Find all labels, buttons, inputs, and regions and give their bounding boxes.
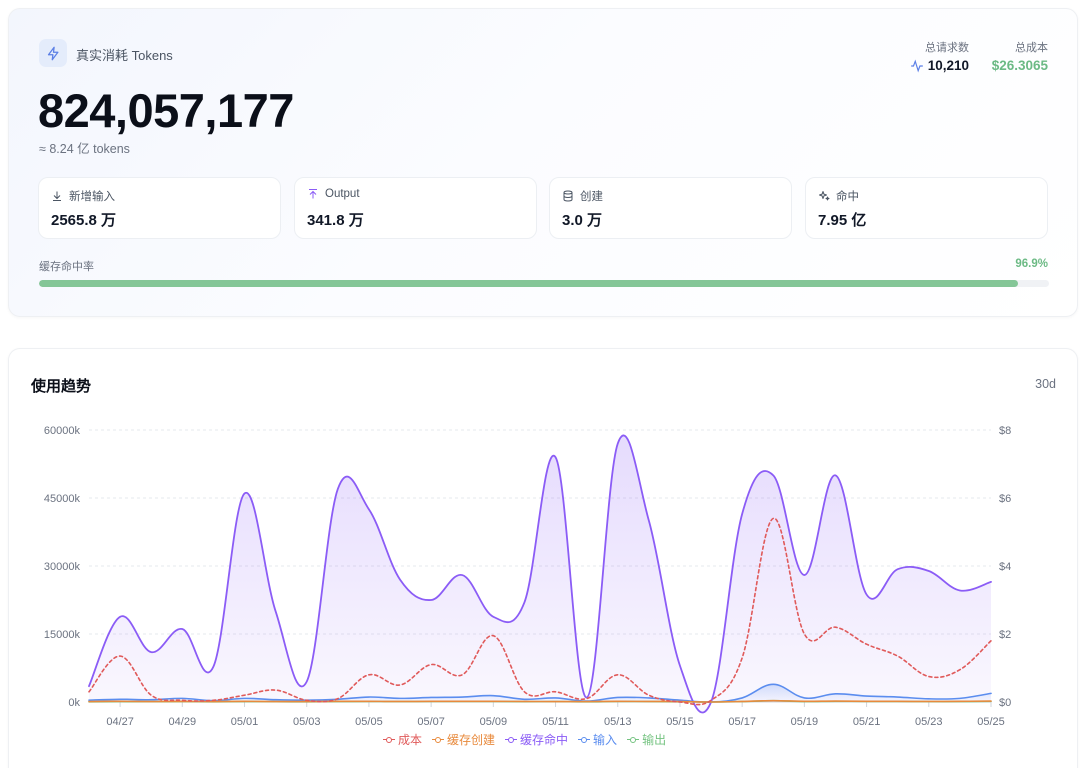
cache-create-value: 3.0 万 [562, 212, 603, 229]
legend-marker-icon [627, 736, 640, 744]
total-cost-label: 总成本 [1015, 42, 1048, 54]
legend-item[interactable]: 输入 [578, 731, 617, 748]
cache-create-card: 创建 3.0 万 [549, 177, 792, 239]
range-selector[interactable]: 30d [1035, 377, 1056, 391]
y-right-tick-label: $6 [999, 493, 1011, 505]
legend-item[interactable]: 缓存命中 [505, 731, 568, 748]
output-value: 341.8 万 [307, 212, 364, 229]
x-tick-label: 05/11 [542, 716, 569, 728]
cache-rate-progress [39, 280, 1049, 287]
total-requests-stat: 总请求数 10,210 [910, 39, 969, 73]
y-left-tick-label: 30000k [44, 561, 81, 573]
cache-rate-progress-fill [39, 280, 1018, 287]
y-left-tick-label: 60000k [44, 425, 81, 437]
x-tick-label: 05/21 [853, 716, 881, 728]
x-tick-label: 05/23 [915, 716, 943, 728]
x-tick-label: 05/01 [231, 716, 259, 728]
y-right-tick-label: $0 [999, 697, 1011, 709]
legend-marker-icon [432, 736, 445, 744]
download-icon [53, 191, 61, 201]
y-left-tick-label: 45000k [44, 493, 81, 505]
legend-item[interactable]: 输出 [627, 731, 666, 748]
cache-hit-label: 命中 [836, 191, 859, 203]
chart-legend: 成本 缓存创建 缓存命中 输入 输出 [383, 731, 666, 748]
y-left-tick-label: 15000k [44, 629, 81, 641]
legend-label: 缓存创建 [447, 733, 496, 747]
usage-trend-card: 使用趋势 30d 0k 15000k 30000k 45000k 60000k $0 $2 $… [8, 348, 1078, 768]
x-tick-label: 05/15 [666, 716, 694, 728]
x-tick-label: 05/05 [355, 716, 383, 728]
cache-rate-label: 缓存命中率 [39, 261, 94, 273]
legend-marker-icon [383, 736, 395, 744]
x-tick-label: 05/17 [728, 716, 756, 728]
x-tick-label: 04/27 [106, 716, 134, 728]
legend-label: 输入 [593, 733, 618, 747]
total-requests-value: 10,210 [927, 58, 969, 73]
cache-hit-card: 命中 7.95 亿 [805, 177, 1048, 239]
legend-item[interactable]: 缓存创建 [432, 731, 495, 748]
legend-label: 缓存命中 [520, 733, 569, 747]
x-tick-label: 05/19 [791, 716, 819, 728]
database-icon [563, 190, 573, 202]
cache-create-label: 创建 [580, 191, 603, 203]
summary-title: 真实消耗 Tokens [76, 48, 173, 63]
total-tokens-value: 824,057,177 [38, 84, 294, 137]
series-line-1 [88, 699, 992, 703]
x-tick-label: 04/29 [169, 716, 197, 728]
lightning-icon [47, 46, 58, 60]
usage-trend-chart: 0k 15000k 30000k 45000k 60000k $0 $2 $4 $6 $8 04/2… [44, 425, 1011, 728]
new-input-label: 新增输入 [69, 191, 115, 203]
legend-marker-icon [505, 736, 518, 744]
activity-icon [910, 59, 923, 72]
x-tick-label: 05/13 [604, 716, 632, 728]
total-requests-label: 总请求数 [925, 42, 969, 54]
y-right-tick-label: $8 [999, 425, 1011, 437]
x-tick-label: 05/07 [417, 716, 445, 728]
series-area-3 [89, 684, 991, 703]
x-tick-label: 05/03 [293, 716, 321, 728]
sparkle-icon [819, 191, 830, 201]
x-tick-label: 05/25 [977, 716, 1005, 728]
y-left-tick-label: 0k [68, 697, 80, 709]
output-card: Output 341.8 万 [294, 177, 537, 239]
output-label: Output [325, 188, 360, 200]
lightning-icon-box [39, 39, 67, 67]
legend-label: 输出 [642, 733, 667, 747]
series-area-2 [89, 435, 991, 713]
upload-icon [309, 189, 317, 199]
series-line-2 [88, 434, 992, 714]
new-input-card: 新增输入 2565.8 万 [38, 177, 281, 239]
x-tick-label: 05/09 [480, 716, 508, 728]
series-line-3 [88, 683, 992, 703]
y-right-tick-label: $4 [999, 561, 1011, 573]
legend-marker-icon [578, 736, 591, 744]
total-cost-value: $26.3065 [991, 58, 1048, 73]
total-cost-stat: 总成本 $26.3065 [992, 39, 1048, 73]
total-tokens-approx: ≈ 8.24 亿 tokens [39, 142, 130, 156]
trend-title: 使用趋势 [31, 378, 92, 395]
legend-label: 成本 [398, 733, 423, 747]
legend-item[interactable]: 成本 [383, 731, 422, 748]
cache-hit-value: 7.95 亿 [818, 212, 867, 229]
y-right-tick-label: $2 [999, 629, 1011, 641]
new-input-value: 2565.8 万 [51, 212, 117, 229]
cache-rate-value: 96.9% [1015, 258, 1048, 270]
series-line-0 [88, 517, 992, 706]
token-summary-card: 真实消耗 Tokens 824,057,177 ≈ 8.24 亿 tokens … [8, 8, 1078, 317]
